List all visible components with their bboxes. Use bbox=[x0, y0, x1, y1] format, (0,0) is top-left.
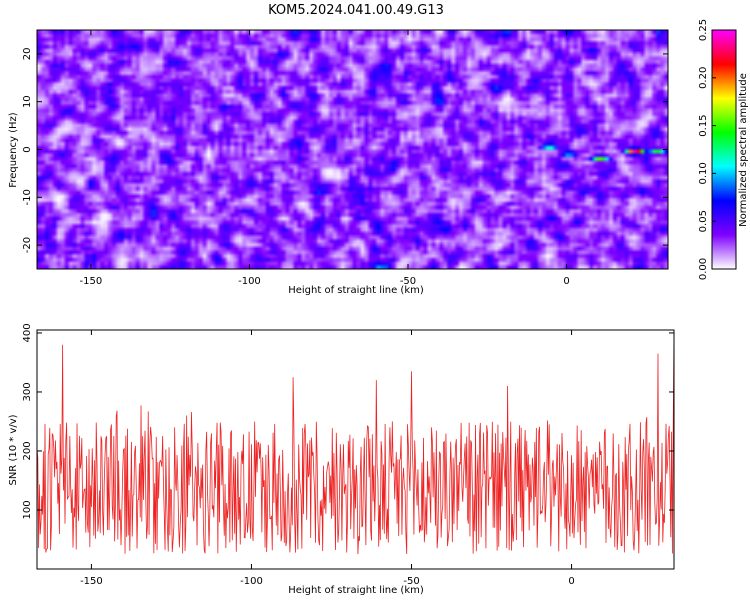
colorbar: 0.00 0.05 0.10 0.15 0.20 0.25 Normalized spec… bbox=[698, 19, 749, 280]
colorbar-label: Normalized spectral amplitude bbox=[738, 73, 749, 227]
snr-y-tick-label: 400 bbox=[22, 323, 33, 342]
colorbar-ticks: 0.00 0.05 0.10 0.15 0.20 0.25 bbox=[698, 19, 716, 280]
snr-panel: -150 -100 -50 0 100 200 300 400 Height of stra… bbox=[8, 323, 675, 596]
snr-y-ticks: 100 200 300 400 bbox=[22, 323, 674, 520]
snr-x-tick-label: 0 bbox=[568, 576, 574, 587]
colorbar-tick-label: 0.00 bbox=[698, 258, 709, 280]
snr-x-label: Height of straight line (km) bbox=[288, 585, 424, 596]
spectrogram-y-ticks: 20 10 0 -10 -20 bbox=[22, 48, 668, 253]
spectrogram-y-tick-label: -20 bbox=[22, 237, 33, 253]
snr-y-label: SNR (10 * v/v) bbox=[8, 414, 19, 485]
spectrogram-panel: -150 -100 -50 0 20 10 0 -10 -20 Height of strai… bbox=[8, 29, 669, 296]
snr-x-tick-label: -100 bbox=[240, 576, 263, 587]
spectrogram-x-ticks: -150 -100 -50 0 bbox=[80, 30, 570, 287]
colorbar-tick-label: 0.20 bbox=[698, 67, 709, 89]
snr-x-ticks: -150 -100 -50 0 bbox=[80, 330, 575, 587]
spectrogram-x-tick-label: -100 bbox=[238, 276, 261, 287]
spectrogram-y-tick-label: -10 bbox=[22, 189, 33, 205]
snr-y-tick-label: 300 bbox=[22, 382, 33, 401]
spectrogram-x-tick-label: 0 bbox=[563, 276, 569, 287]
spectrogram-x-tick-label: -50 bbox=[400, 276, 416, 287]
spectrogram-y-tick-label: 10 bbox=[22, 95, 33, 108]
snr-y-tick-label: 200 bbox=[22, 441, 33, 460]
spectrogram-y-label: Frequency (Hz) bbox=[8, 112, 19, 188]
spectrogram-y-tick-label: 20 bbox=[22, 48, 33, 61]
colorbar-tick-label: 0.05 bbox=[698, 210, 709, 232]
colorbar-tick-label: 0.15 bbox=[698, 114, 709, 136]
snr-x-tick-label: -50 bbox=[403, 576, 419, 587]
spectrogram-heatmap bbox=[37, 30, 668, 269]
spectrogram-x-label: Height of straight line (km) bbox=[288, 285, 424, 296]
figure-title: KOM5.2024.041.00.49.G13 bbox=[268, 3, 444, 18]
snr-series-line bbox=[37, 330, 674, 555]
snr-frame bbox=[36, 329, 675, 570]
snr-y-tick-label: 100 bbox=[22, 500, 33, 519]
colorbar-tick-label: 0.25 bbox=[698, 19, 709, 41]
spectrogram-y-tick-label: 0 bbox=[22, 146, 33, 152]
snr-x-tick-label: -150 bbox=[80, 576, 103, 587]
colorbar-gradient bbox=[711, 29, 737, 270]
spectrogram-x-tick-label: -150 bbox=[80, 276, 103, 287]
colorbar-tick-label: 0.10 bbox=[698, 162, 709, 184]
